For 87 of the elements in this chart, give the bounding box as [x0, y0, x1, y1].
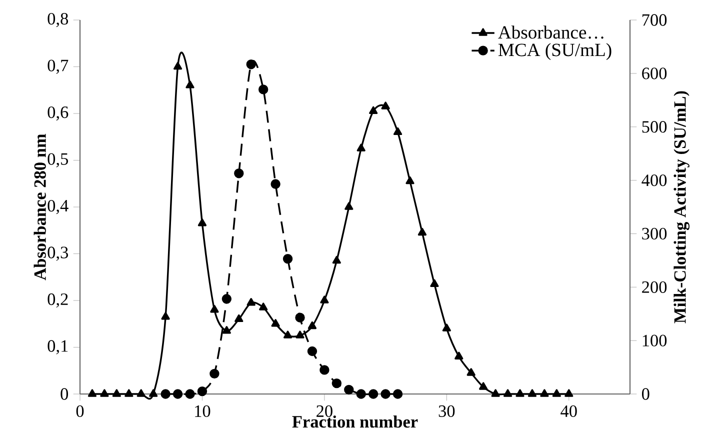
y2-tick-label: 100 [642, 334, 667, 346]
point [356, 144, 366, 152]
point [282, 254, 293, 264]
point [406, 176, 414, 184]
y-tick-label: 0,3 [48, 246, 68, 261]
point [222, 294, 232, 304]
point [160, 389, 170, 399]
point [491, 389, 500, 397]
point [100, 389, 109, 397]
point [185, 389, 195, 399]
point [197, 386, 208, 396]
x-tick-label: 0 [76, 405, 84, 417]
point [172, 389, 183, 399]
point [136, 389, 146, 397]
point [552, 389, 561, 397]
point [442, 324, 451, 332]
point [564, 389, 574, 397]
point [258, 84, 268, 94]
y2-tick-label: 600 [642, 68, 667, 80]
legend-label: Absorbance… [498, 26, 604, 39]
point [369, 106, 378, 114]
point [454, 352, 464, 360]
point [234, 314, 244, 322]
point [246, 60, 256, 70]
y2-tick-label: 0 [642, 388, 650, 400]
point [124, 389, 134, 397]
point [418, 228, 427, 236]
point [344, 202, 354, 210]
point [466, 368, 476, 376]
point [173, 62, 182, 70]
point [320, 365, 330, 375]
point [392, 389, 403, 399]
y-tick-label: 0,8 [48, 12, 68, 28]
point [540, 389, 549, 397]
point [234, 168, 244, 178]
point [149, 389, 158, 397]
y-tick-label: 0,6 [48, 106, 68, 121]
y-tick-label: 0,7 [48, 60, 68, 74]
point [368, 389, 378, 399]
point [332, 256, 341, 264]
point [307, 346, 318, 356]
y-axis-title: Absorbance 280 nm [34, 134, 46, 280]
y-tick-label: 0 [60, 388, 68, 400]
point [344, 384, 354, 395]
y-tick-label: 0,4 [48, 200, 68, 214]
y-tick-label: 0,5 [48, 153, 68, 168]
x-axis-title: Fraction number [292, 415, 418, 428]
y-tick-label: 0,2 [48, 293, 68, 308]
point [479, 382, 488, 390]
point [198, 218, 207, 226]
point [430, 279, 439, 287]
point [283, 330, 292, 338]
point [259, 302, 268, 310]
y2-tick-label: 300 [642, 228, 667, 240]
point [380, 389, 390, 399]
y2-tick-label: 200 [642, 281, 667, 293]
point [222, 326, 231, 334]
y2-tick-label: 500 [642, 121, 667, 133]
point [186, 80, 194, 88]
x-tick-label: 30 [438, 405, 455, 417]
point [381, 102, 390, 110]
point [356, 389, 366, 399]
x-tick-label: 20 [316, 405, 332, 417]
point [210, 368, 220, 379]
point [88, 389, 97, 397]
y2-tick-label: 400 [642, 174, 667, 186]
y2-axis-title: Milk-Clotting Activity (SU/mL) [674, 91, 690, 324]
point [210, 305, 219, 313]
point [246, 298, 256, 306]
y-tick-label: 0,1 [48, 340, 68, 354]
point [270, 179, 280, 189]
point [320, 296, 329, 304]
point [161, 312, 170, 320]
y2-tick-label: 700 [642, 14, 667, 26]
point [112, 389, 121, 397]
point [503, 389, 512, 397]
point [295, 312, 305, 322]
point [528, 389, 537, 397]
point [332, 378, 342, 388]
point [393, 127, 402, 136]
x-tick-label: 10 [195, 405, 210, 417]
point [296, 330, 304, 338]
point [308, 321, 317, 330]
point [516, 389, 524, 397]
x-tick-label: 40 [560, 405, 577, 417]
legend-label: MCA (SU/mL) [498, 43, 612, 60]
point [271, 319, 280, 327]
